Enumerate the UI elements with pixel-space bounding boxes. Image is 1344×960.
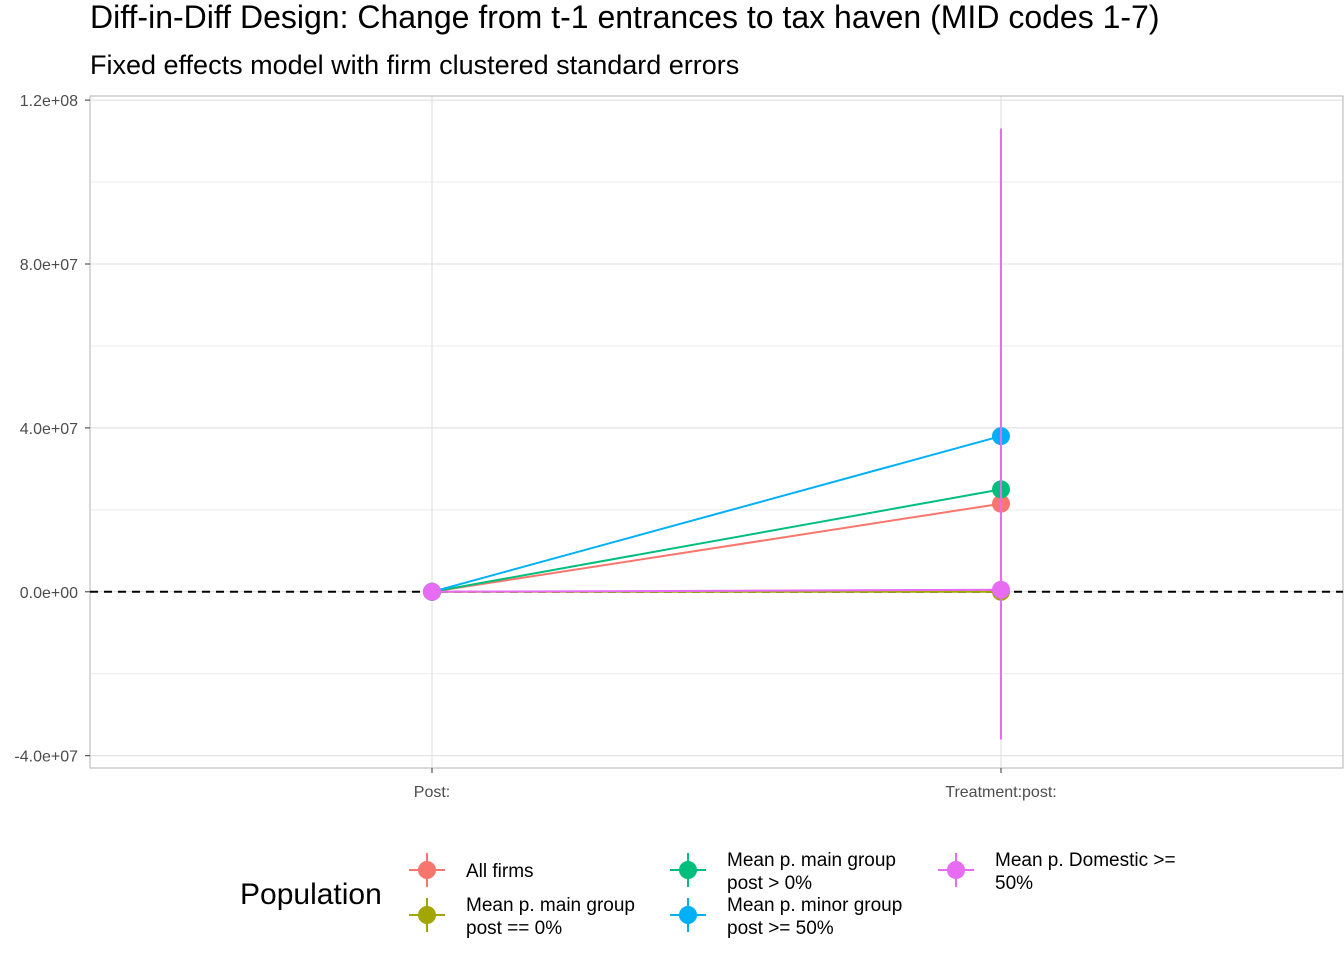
- series-layer: [423, 128, 1010, 740]
- legend-item: Mean p. main group post == 0%: [409, 895, 635, 939]
- y-tick-label: -4.0e+07: [14, 749, 78, 766]
- y-tick-label: 4.0e+07: [20, 421, 78, 438]
- y-tick-label: 0.0e+00: [20, 585, 78, 602]
- legend-label-line: All firms: [466, 861, 534, 882]
- legend-item: Mean p. Domestic >= 50%: [938, 850, 1176, 894]
- chart-title: Diff-in-Diff Design: Change from t-1 ent…: [90, 0, 1160, 35]
- legend-label: Mean p. main group post > 0%: [727, 850, 896, 894]
- legend-label-line: Mean p. main group: [466, 895, 635, 916]
- x-tick-label: Post:: [414, 784, 450, 801]
- series-group: [423, 128, 1010, 740]
- series-group: [423, 128, 1010, 740]
- legend-label-line: 50%: [995, 873, 1033, 894]
- legend-label: Mean p. main group post == 0%: [466, 895, 635, 939]
- legend-label: Mean p. Domestic >= 50%: [995, 850, 1176, 894]
- series-line: [431, 502, 1002, 593]
- axis-layer: -4.0e+07 0.0e+00 4.0e+07 8.0e+07 1.2e+08 Post…: [14, 93, 1056, 801]
- chart-subtitle: Fixed effects model with firm clustered …: [90, 50, 739, 80]
- series-line: [431, 435, 1002, 593]
- y-tick-label: 1.2e+08: [20, 93, 78, 110]
- legend-label-line: post == 0%: [466, 918, 562, 939]
- legend-item: All firms: [409, 853, 534, 887]
- x-tick-label: Treatment:post:: [945, 784, 1056, 801]
- legend-label-line: Mean p. main group: [727, 850, 896, 871]
- series-line: [431, 488, 1002, 593]
- legend-key-point: [679, 861, 697, 879]
- legend-key-point: [679, 906, 697, 924]
- legend-item: Mean p. minor group post >= 50%: [670, 895, 902, 939]
- legend-label-line: Mean p. Domestic >=: [995, 850, 1176, 871]
- series-group: [423, 128, 1010, 740]
- legend-label-line: Mean p. minor group: [727, 895, 902, 916]
- legend-key-point: [947, 861, 965, 879]
- data-point: [423, 582, 441, 601]
- legend-label: All firms: [466, 861, 534, 882]
- series-line: [431, 588, 1002, 593]
- data-point: [992, 580, 1010, 599]
- y-tick-label: 8.0e+07: [20, 257, 78, 274]
- legend-key-point: [418, 906, 436, 924]
- series-group: [423, 128, 1010, 740]
- legend-label-line: post > 0%: [727, 873, 812, 894]
- legend-label: Mean p. minor group post >= 50%: [727, 895, 902, 939]
- panel-border: [89, 95, 1344, 769]
- series-group: [423, 128, 1010, 740]
- legend-item: Mean p. main group post > 0%: [670, 850, 896, 894]
- legend-key-point: [418, 861, 436, 879]
- panel-frame: [89, 95, 1344, 769]
- legend-title: Population: [240, 878, 382, 911]
- legend-label-line: post >= 50%: [727, 918, 834, 939]
- grid: [90, 96, 1343, 768]
